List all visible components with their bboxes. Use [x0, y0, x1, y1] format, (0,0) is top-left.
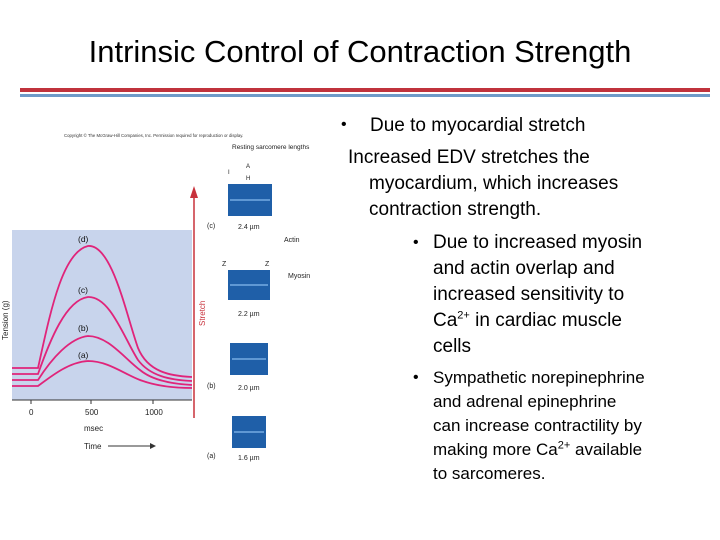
calcium-superscript-2: 2+ [557, 439, 571, 452]
making-more-text: making more [433, 440, 532, 459]
calcium-text: Ca [433, 310, 458, 331]
bullet-marker-3: • [413, 369, 419, 386]
length-c: 2.4 µm [238, 224, 260, 231]
sub-line-2: myocardium, which increases [369, 173, 619, 194]
calcium-text-2: Ca [536, 440, 558, 459]
bullet-sympathetic-line-2: and adrenal epinephrine [433, 392, 617, 411]
tension-curves [12, 245, 193, 389]
bullet-sympathetic-line-5: to sarcomeres. [433, 464, 546, 483]
curve-label-d: (d) [78, 234, 89, 244]
curve-c [12, 296, 193, 382]
stretch-label: Stretch [198, 301, 207, 326]
sarcomere-label-b: (b) [207, 383, 216, 390]
sarcomere-tension-figure: Copyright © The McGraw-Hill Companies, I… [1, 133, 310, 462]
curve-b [12, 335, 193, 386]
bullet-overlap-line-1: Due to increased myosin [433, 232, 643, 253]
cardiac-text: in cardiac muscle [475, 310, 622, 331]
y-axis-label: Tension (g) [1, 300, 10, 340]
length-stretch: 2.2 µm [238, 311, 260, 318]
length-a: 1.6 µm [238, 455, 260, 462]
bullet-marker-2: • [413, 234, 419, 251]
curve-label-c: (c) [78, 285, 88, 295]
band-label-h: H [246, 176, 250, 182]
bullet-overlap-line-5: cells [433, 336, 472, 357]
bullet-sympathetic-line-1: Sympathetic norepinephrine [433, 368, 645, 387]
time-arrow-head [150, 443, 156, 449]
x-tick-label-500: 500 [85, 408, 99, 417]
bullet-overlap-line-2: and actin overlap and [433, 258, 615, 279]
bullet-marker-1: • [341, 116, 347, 133]
bullet-myocardial-stretch: Due to myocardial stretch [370, 115, 586, 136]
x-axis-label: msec [84, 424, 103, 433]
curve-label-b: (b) [78, 323, 89, 333]
band-label-z: Z [222, 261, 227, 268]
stretch-arrow-head [190, 186, 198, 198]
resting-lengths-label: Resting sarcomere lengths [232, 144, 310, 151]
bullet-overlap-line-4: Ca2+ in cardiac muscle [433, 308, 622, 334]
curve-a [12, 360, 193, 389]
bullet-sympathetic-line-3: can increase contractility by [433, 416, 642, 435]
sarcomere-label-a: (a) [207, 453, 216, 460]
sarcomere-label-c: (c) [207, 223, 215, 230]
x-tick-label-1000: 1000 [145, 408, 163, 417]
curve-d [12, 245, 193, 378]
time-label: Time [84, 442, 102, 451]
curve-label-a: (a) [78, 350, 89, 360]
sub-line-3: contraction strength. [369, 199, 542, 220]
copyright-note: Copyright © The McGraw-Hill Companies, I… [64, 133, 243, 138]
calcium-superscript: 2+ [457, 309, 470, 322]
sarcomere-panel: I A H (c) 2.4 µm Actin Myosin Z Z 2.2 µm… [207, 164, 310, 462]
bullet-sympathetic-line-4: making more Ca2+ available [433, 438, 642, 462]
slide-title: Intrinsic Control of Contraction Strengt… [88, 34, 632, 69]
tension-plot-area [12, 230, 192, 400]
bullet-overlap-line-3: increased sensitivity to [433, 284, 625, 305]
length-b: 2.0 µm [238, 385, 260, 392]
myosin-label: Myosin [288, 273, 310, 280]
title-rule-blue [20, 94, 710, 97]
band-label-i: I [228, 170, 230, 176]
band-label-a: A [246, 164, 250, 170]
band-label-z-2: Z [265, 261, 270, 268]
actin-label: Actin [284, 237, 300, 244]
available-text: available [575, 440, 643, 459]
x-tick-label-0: 0 [29, 408, 34, 417]
sub-line-1: Increased EDV stretches the [348, 147, 590, 168]
title-rule-red [20, 88, 710, 92]
